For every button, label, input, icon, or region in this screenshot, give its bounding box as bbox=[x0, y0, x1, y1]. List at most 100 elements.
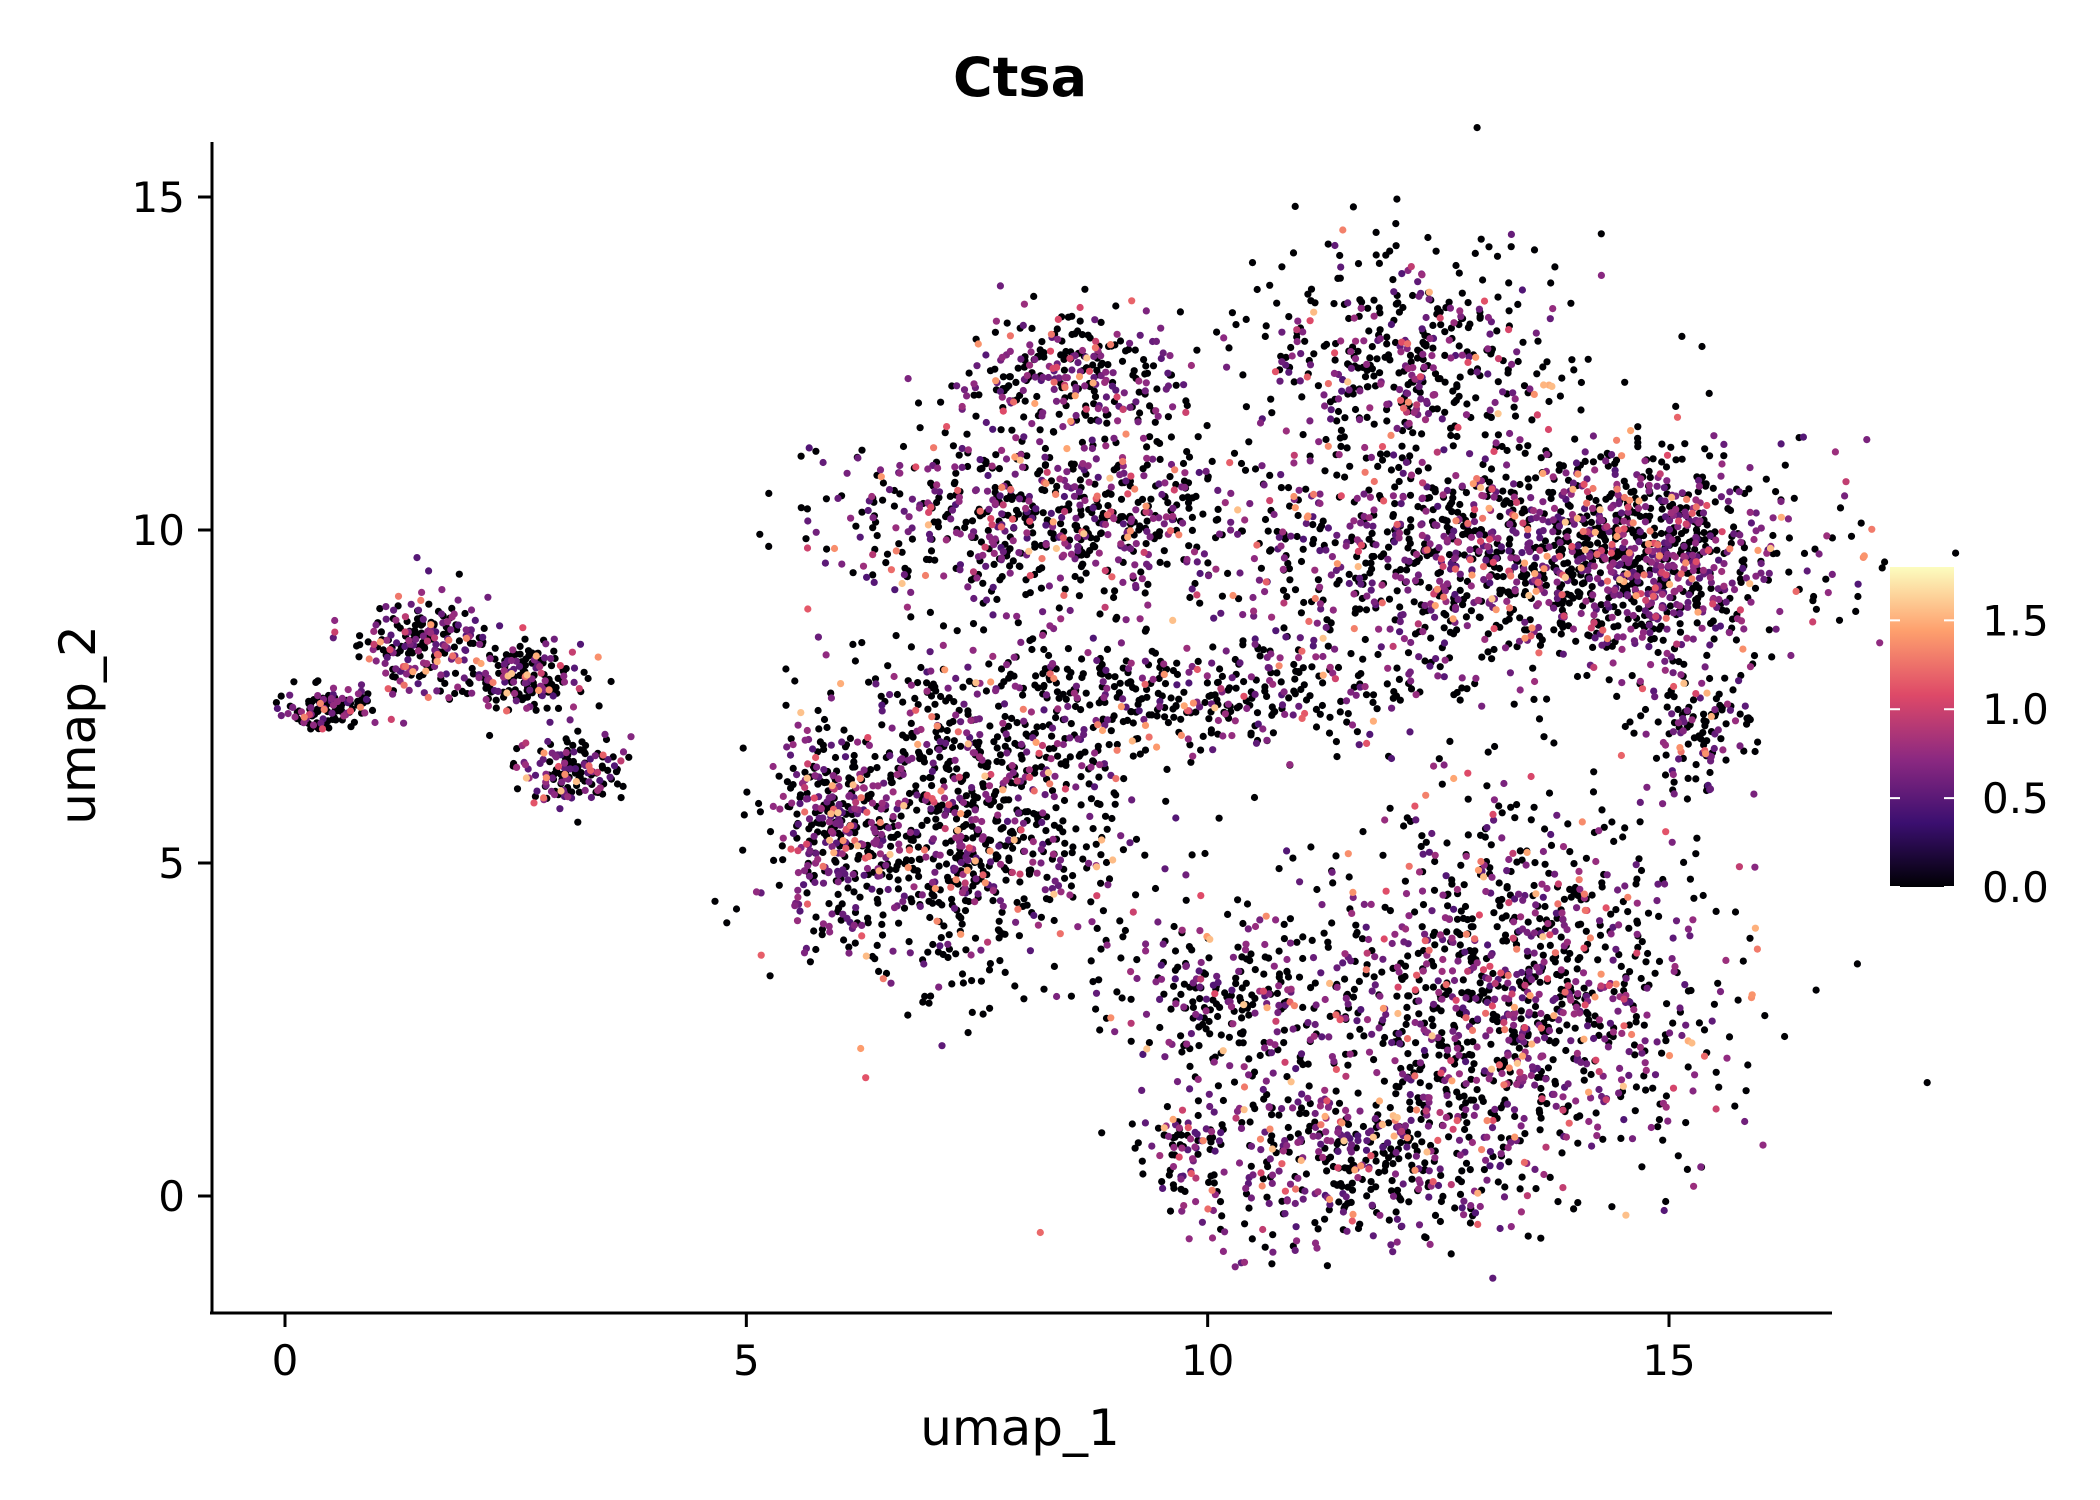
data-point bbox=[873, 941, 881, 950]
data-point bbox=[1402, 458, 1411, 466]
data-point bbox=[1442, 611, 1450, 619]
data-point bbox=[1021, 397, 1029, 405]
data-point bbox=[901, 564, 909, 572]
data-point bbox=[1425, 1082, 1433, 1090]
data-point bbox=[1119, 664, 1127, 672]
data-point bbox=[1378, 456, 1387, 464]
data-point bbox=[1539, 893, 1547, 901]
data-point bbox=[1284, 559, 1292, 568]
data-point bbox=[958, 463, 966, 471]
data-point bbox=[1710, 635, 1718, 643]
data-point bbox=[1403, 1003, 1411, 1012]
data-point bbox=[1048, 885, 1056, 893]
data-point bbox=[1269, 729, 1277, 737]
data-point bbox=[1041, 791, 1049, 799]
data-point bbox=[1533, 370, 1541, 378]
data-point bbox=[801, 768, 809, 776]
data-point bbox=[1406, 452, 1414, 460]
data-point bbox=[1645, 643, 1653, 651]
data-point bbox=[1015, 932, 1024, 940]
data-point bbox=[1096, 1026, 1104, 1034]
data-point bbox=[1680, 858, 1688, 867]
data-point bbox=[892, 632, 900, 640]
data-point bbox=[1167, 694, 1175, 702]
data-point bbox=[1380, 1077, 1388, 1085]
data-point bbox=[1447, 431, 1455, 440]
data-point bbox=[925, 556, 934, 564]
data-point bbox=[1125, 345, 1133, 354]
data-point bbox=[1313, 885, 1321, 894]
data-point bbox=[1368, 1201, 1376, 1209]
data-point bbox=[1324, 240, 1332, 248]
data-point bbox=[1158, 1178, 1166, 1186]
data-point bbox=[455, 570, 463, 578]
data-point bbox=[1609, 956, 1617, 964]
data-point bbox=[957, 718, 965, 726]
data-point bbox=[1341, 1164, 1349, 1172]
data-point bbox=[1422, 984, 1430, 992]
data-point bbox=[1065, 673, 1073, 681]
data-point bbox=[1019, 321, 1027, 329]
data-point bbox=[1086, 701, 1094, 709]
data-point bbox=[1095, 417, 1103, 425]
data-point bbox=[971, 934, 980, 942]
data-point bbox=[1614, 622, 1622, 630]
data-point bbox=[1297, 1104, 1306, 1112]
data-point bbox=[1384, 1139, 1392, 1147]
data-point bbox=[1003, 319, 1011, 327]
data-point bbox=[1097, 851, 1105, 859]
data-point bbox=[515, 662, 524, 671]
data-point bbox=[1484, 941, 1492, 949]
data-point bbox=[1658, 505, 1666, 513]
data-point bbox=[905, 789, 914, 798]
data-point bbox=[1479, 276, 1487, 284]
data-point bbox=[1642, 1086, 1650, 1094]
data-point bbox=[543, 704, 551, 712]
data-point bbox=[1536, 1126, 1544, 1134]
data-point bbox=[1277, 484, 1285, 492]
data-point bbox=[1136, 331, 1144, 339]
data-point bbox=[1809, 597, 1817, 605]
data-point bbox=[1050, 962, 1058, 971]
data-point bbox=[1469, 1038, 1477, 1046]
data-point bbox=[1164, 413, 1172, 421]
data-point bbox=[466, 639, 474, 647]
data-point bbox=[1412, 1039, 1420, 1047]
data-point bbox=[1349, 993, 1358, 1001]
data-point bbox=[1392, 1208, 1400, 1216]
data-point bbox=[1655, 912, 1663, 921]
data-point bbox=[1104, 672, 1113, 680]
data-point bbox=[1620, 980, 1628, 988]
data-point bbox=[1469, 949, 1477, 957]
data-point bbox=[926, 535, 935, 543]
data-point bbox=[1214, 978, 1222, 987]
data-point bbox=[994, 926, 1003, 934]
data-point bbox=[1283, 593, 1291, 601]
data-point bbox=[925, 999, 933, 1007]
data-point bbox=[1028, 324, 1036, 332]
data-point bbox=[1268, 1111, 1276, 1119]
data-point bbox=[407, 600, 415, 608]
data-point bbox=[1692, 526, 1701, 534]
data-point bbox=[1406, 728, 1414, 736]
data-point bbox=[1382, 1159, 1390, 1168]
data-point bbox=[770, 856, 778, 865]
data-point bbox=[1110, 593, 1118, 602]
data-point bbox=[1625, 1048, 1633, 1056]
data-point bbox=[1268, 1132, 1276, 1140]
data-point bbox=[1014, 794, 1022, 802]
data-point bbox=[1001, 842, 1010, 850]
data-point bbox=[1113, 740, 1121, 749]
data-point bbox=[1302, 485, 1310, 493]
data-point bbox=[1445, 551, 1454, 559]
data-point bbox=[1514, 300, 1522, 308]
data-point bbox=[911, 694, 919, 703]
data-point bbox=[554, 674, 562, 683]
data-point bbox=[849, 640, 857, 649]
data-point bbox=[1087, 957, 1095, 965]
data-point bbox=[844, 876, 852, 884]
data-point bbox=[1389, 512, 1397, 521]
data-point bbox=[1134, 700, 1142, 709]
data-point bbox=[993, 757, 1001, 766]
data-point bbox=[1551, 1080, 1560, 1088]
